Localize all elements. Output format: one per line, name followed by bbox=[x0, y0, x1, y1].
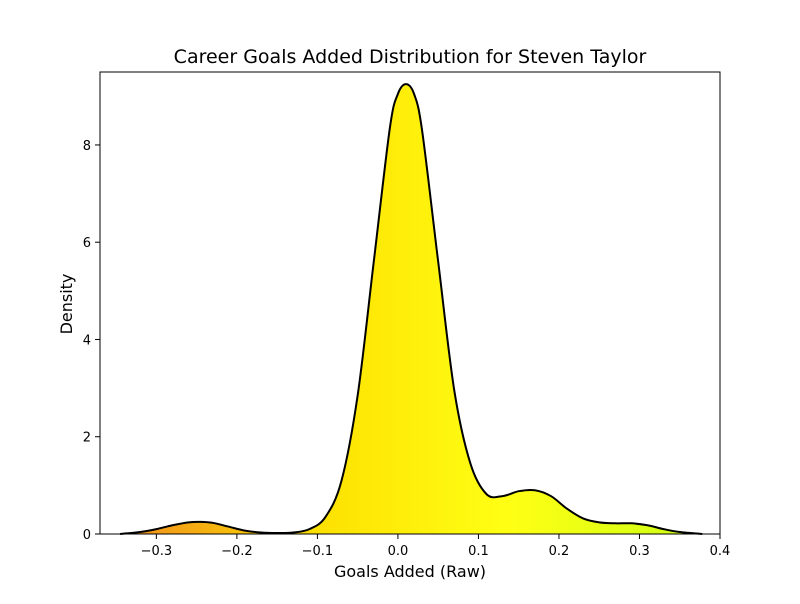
x-tick-label: 0.3 bbox=[629, 544, 650, 559]
y-tick-label: 0 bbox=[83, 528, 91, 543]
y-tick-label: 6 bbox=[83, 236, 91, 251]
density-area-fill bbox=[120, 84, 703, 534]
x-tick-label: −0.2 bbox=[221, 544, 253, 559]
x-tick-label: 0.2 bbox=[549, 544, 570, 559]
x-tick-label: 0.1 bbox=[468, 544, 489, 559]
plot-area bbox=[120, 83, 703, 535]
y-tick-label: 4 bbox=[83, 333, 91, 348]
x-tick-label: 0.0 bbox=[388, 544, 409, 559]
x-tick-label: 0.4 bbox=[710, 544, 731, 559]
x-tick-label: −0.3 bbox=[141, 544, 173, 559]
chart-title: Career Goals Added Distribution for Stev… bbox=[174, 46, 647, 68]
plot-frame bbox=[99, 71, 721, 535]
x-tick-label: −0.1 bbox=[302, 544, 334, 559]
y-tick-label: 8 bbox=[83, 139, 91, 154]
y-axis: 0 2 4 6 8 bbox=[83, 139, 100, 543]
x-axis: −0.3 −0.2 −0.1 0.0 0.1 0.2 0.3 0.4 bbox=[141, 534, 731, 559]
y-axis-title: Density bbox=[57, 274, 76, 335]
density-curve-line bbox=[120, 83, 703, 535]
y-tick-label: 2 bbox=[83, 431, 91, 446]
x-axis-title: Goals Added (Raw) bbox=[334, 562, 486, 581]
